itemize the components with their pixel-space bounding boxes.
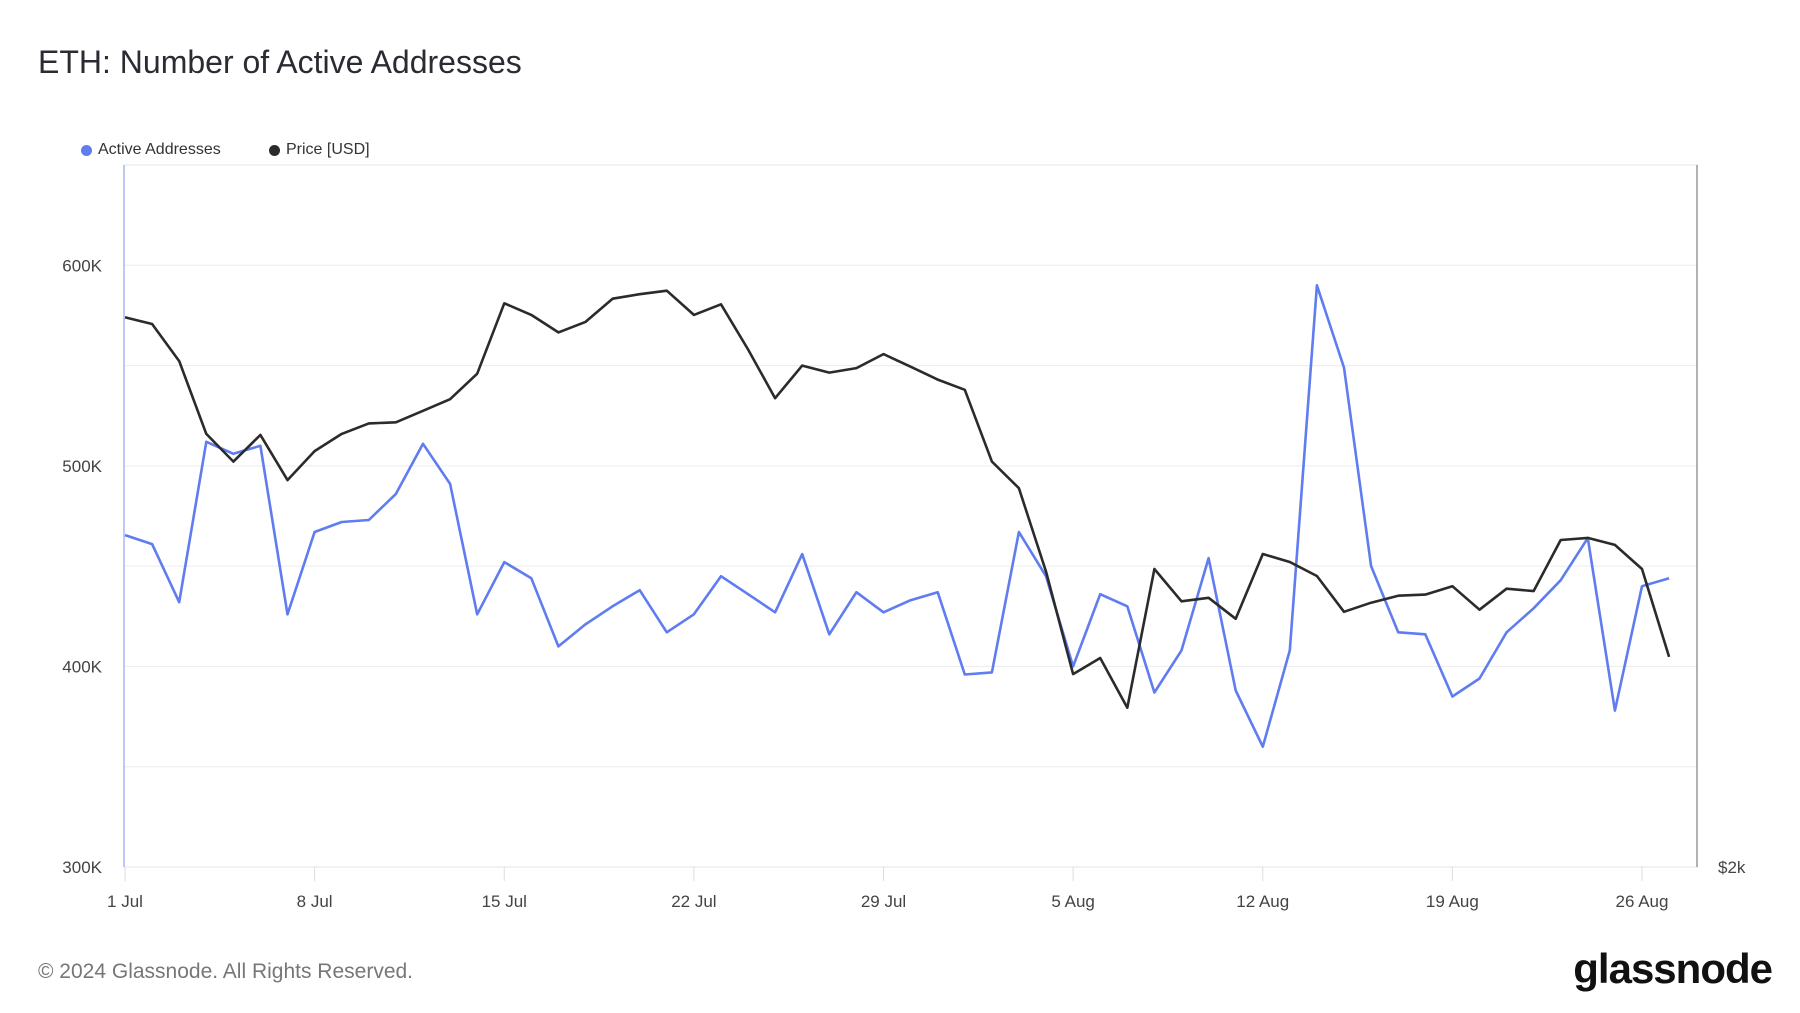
x-tick-label: 15 Jul xyxy=(482,892,527,911)
x-tick-label: 5 Aug xyxy=(1051,892,1095,911)
glassnode-logo: glassnode xyxy=(1573,945,1773,992)
y-right-tick-label: $2k xyxy=(1718,858,1746,877)
price-line xyxy=(124,289,1671,710)
active-addresses-line xyxy=(124,283,1670,749)
x-tick-label: 19 Aug xyxy=(1426,892,1479,911)
y-tick-label: 300K xyxy=(62,858,102,877)
copyright: © 2024 Glassnode. All Rights Reserved. xyxy=(38,960,414,983)
x-tick-label: 1 Jul xyxy=(107,892,143,911)
y-tick-label: 400K xyxy=(62,657,102,676)
y-tick-label: 600K xyxy=(62,256,102,275)
x-tick-label: 8 Jul xyxy=(297,892,333,911)
y-tick-label: 500K xyxy=(62,457,102,476)
legend-label: Active Addresses xyxy=(98,141,221,158)
x-tick-label: 22 Jul xyxy=(671,892,716,911)
x-tick-label: 29 Jul xyxy=(861,892,906,911)
x-tick-label: 26 Aug xyxy=(1616,892,1669,911)
legend-dot-icon xyxy=(81,144,92,156)
legend-label: Price [USD] xyxy=(286,141,370,158)
x-tick-label: 12 Aug xyxy=(1236,892,1289,911)
chart-title: ETH: Number of Active Addresses xyxy=(38,44,522,80)
legend-active-addresses[interactable]: Active Addresses xyxy=(81,141,221,159)
legend-price[interactable]: Price [USD] xyxy=(269,141,370,159)
legend-dot-icon xyxy=(269,144,280,156)
plot-border xyxy=(123,164,1698,868)
